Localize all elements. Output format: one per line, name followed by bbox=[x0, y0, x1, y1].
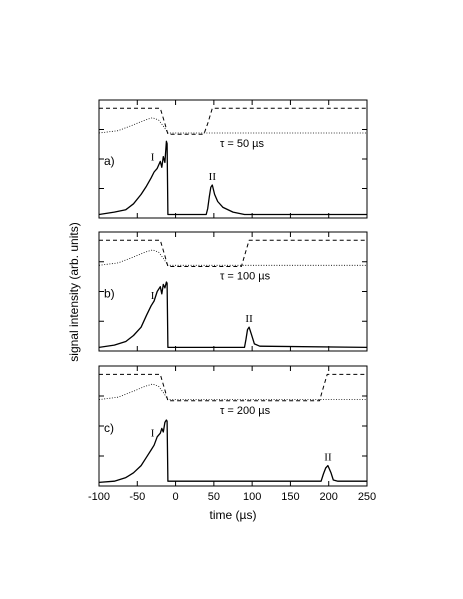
peak-label: II bbox=[209, 171, 217, 183]
tau-annotation: τ = 50 µs bbox=[220, 138, 265, 150]
x-tick-label: 0 bbox=[173, 491, 179, 503]
x-tick-label: 200 bbox=[320, 491, 338, 503]
series-signal-line bbox=[99, 419, 367, 484]
series-dashed-line bbox=[99, 107, 367, 135]
x-tick-label: -100 bbox=[88, 491, 110, 503]
series-signal-line bbox=[99, 140, 367, 216]
plot-frame bbox=[98, 231, 368, 352]
series-signal-line bbox=[99, 281, 367, 349]
series-dotted-line bbox=[99, 117, 367, 134]
panel-label: b) bbox=[104, 286, 115, 300]
x-tick-label: 150 bbox=[281, 491, 299, 503]
y-axis-label: signal intensity (arb. units) bbox=[67, 222, 81, 361]
series-dashed-line bbox=[99, 373, 367, 402]
x-tick-label: 50 bbox=[208, 491, 220, 503]
peak-label: I bbox=[151, 428, 155, 440]
series-dashed-line bbox=[99, 239, 367, 267]
x-axis-label: time (µs) bbox=[210, 508, 257, 522]
x-tick-label: 250 bbox=[358, 491, 376, 503]
x-tick-label: -50 bbox=[129, 491, 145, 503]
x-tick-labels: -100 -50 0 50 100 150 200 250 bbox=[88, 491, 376, 503]
peak-label: II bbox=[245, 313, 253, 325]
peak-label: I bbox=[151, 290, 155, 302]
x-tick-label: 100 bbox=[243, 491, 261, 503]
series-dotted-line bbox=[99, 249, 367, 266]
panel-label: a) bbox=[104, 154, 115, 168]
series-dotted-line bbox=[99, 383, 367, 400]
tau-annotation: τ = 100 µs bbox=[220, 271, 271, 283]
peak-label: I bbox=[151, 151, 155, 163]
tau-annotation: τ = 200 µs bbox=[220, 405, 271, 417]
panel-label: c) bbox=[104, 421, 114, 435]
plot-frame bbox=[98, 99, 368, 219]
peak-label: II bbox=[324, 452, 332, 464]
